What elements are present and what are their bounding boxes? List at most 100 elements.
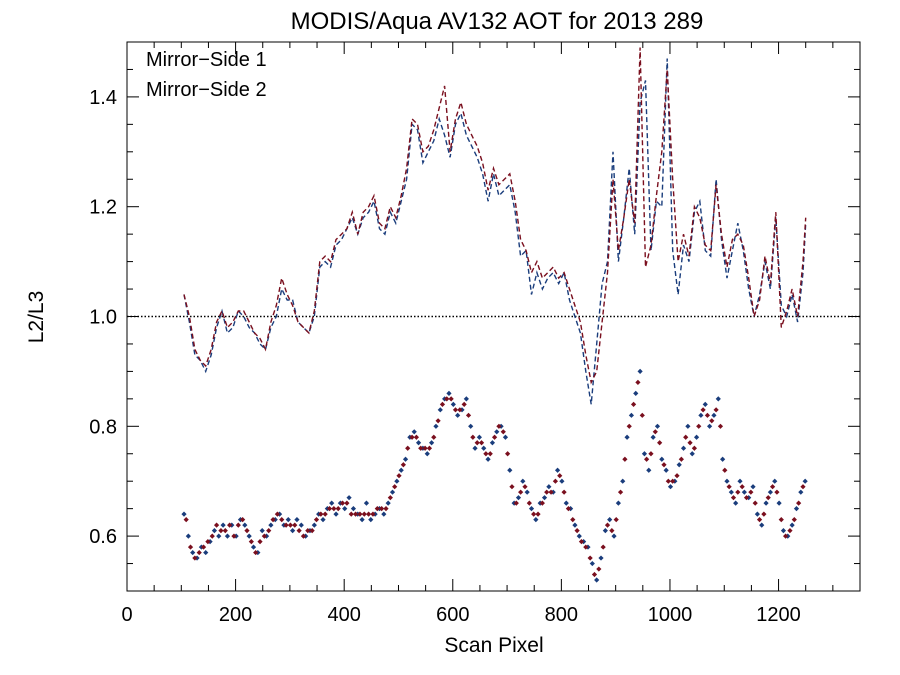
scatter-point-mirror-side-1: [624, 434, 630, 440]
scatter-point-mirror-side-1: [754, 511, 760, 517]
scatter-point-mirror-side-1: [659, 456, 665, 462]
scatter-point-mirror-side-1: [489, 440, 496, 446]
scatter-point-mirror-side-1: [424, 451, 430, 457]
scatter-point-mirror-side-2: [522, 484, 528, 490]
scatter-point-mirror-side-2: [352, 511, 359, 517]
scatter-point-mirror-side-2: [374, 506, 380, 512]
scatter-point-mirror-side-1: [185, 533, 191, 539]
scatter-point-mirror-side-2: [287, 522, 294, 528]
scatter-point-mirror-side-2: [253, 549, 259, 556]
scatter-point-mirror-side-2: [470, 434, 476, 440]
scatter-point-mirror-side-1: [798, 489, 804, 495]
scatter-point-mirror-side-1: [789, 522, 795, 528]
scatter-point-mirror-side-1: [715, 396, 721, 402]
scatter-point-mirror-side-2: [670, 478, 676, 484]
scatter-point-mirror-side-2: [609, 528, 615, 534]
scatter-point-mirror-side-2: [787, 528, 793, 534]
scatter-point-mirror-side-2: [661, 462, 667, 468]
scatter-point-mirror-side-1: [524, 489, 530, 495]
scatter-point-mirror-side-2: [248, 538, 254, 545]
scatter-point-mirror-side-1: [611, 533, 617, 539]
scatter-point-mirror-side-1: [385, 500, 391, 506]
scatter-point-mirror-side-2: [691, 445, 697, 451]
scatter-point-mirror-side-1: [481, 445, 487, 451]
scatter-point-mirror-side-2: [743, 495, 750, 501]
scatter-point-mirror-side-1: [702, 401, 708, 407]
scatter-point-mirror-side-2: [765, 495, 771, 501]
scatter-point-mirror-side-1: [446, 390, 452, 396]
scatter-point-mirror-side-1: [455, 412, 461, 418]
scatter-point-mirror-side-2: [674, 473, 680, 479]
scatter-point-mirror-side-2: [418, 445, 424, 451]
scatter-point-mirror-side-2: [435, 418, 441, 424]
scatter-point-mirror-side-1: [676, 462, 682, 468]
scatter-point-mirror-side-2: [227, 522, 233, 528]
scatter-point-mirror-side-2: [587, 555, 593, 561]
scatter-point-mirror-side-2: [496, 423, 502, 429]
scatter-point-mirror-side-2: [452, 407, 459, 413]
scatter-point-mirror-side-2: [730, 495, 737, 501]
scatter-point-mirror-side-2: [769, 484, 776, 490]
scatter-point-mirror-side-1: [667, 484, 674, 490]
scatter-point-mirror-side-2: [366, 511, 372, 517]
scatter-point-mirror-side-2: [331, 506, 337, 512]
scatter-point-mirror-side-2: [409, 434, 415, 440]
y-axis-label: L2/L3: [25, 291, 48, 344]
scatter-point-mirror-side-2: [213, 522, 220, 528]
scatter-point-mirror-side-2: [635, 379, 641, 385]
scatter-point-mirror-side-2: [678, 456, 684, 462]
legend-entry-mirror-side-1: Mirror−Side 1: [146, 49, 267, 71]
scatter-point-mirror-side-2: [617, 489, 624, 495]
scatter-point-mirror-side-1: [598, 555, 604, 561]
scatter-point-mirror-side-1: [450, 401, 456, 407]
scatter-point-mirror-side-1: [502, 434, 509, 440]
scatter-point-mirror-side-2: [600, 544, 606, 550]
scatter-point-mirror-side-1: [220, 522, 226, 528]
scatter-point-mirror-side-1: [633, 390, 639, 396]
scatter-point-mirror-side-2: [274, 511, 281, 517]
scatter-point-mirror-side-1: [472, 445, 478, 451]
scatter-point-mirror-side-2: [300, 533, 307, 539]
scatter-point-mirror-side-2: [683, 434, 689, 440]
scatter-point-mirror-side-1: [533, 517, 539, 523]
scatter-point-mirror-side-2: [531, 511, 537, 517]
scatter-point-mirror-side-1: [463, 396, 469, 402]
scatter-point-mirror-side-2: [583, 544, 589, 550]
scatter-point-mirror-side-2: [509, 484, 515, 490]
scatter-point-mirror-side-2: [318, 511, 324, 517]
scatter-point-mirror-side-1: [776, 500, 782, 506]
scatter-point-mirror-side-1: [224, 533, 231, 539]
scatter-point-mirror-side-1: [333, 511, 339, 517]
scatter-point-mirror-side-1: [389, 489, 396, 495]
x-tick-label: 600: [436, 604, 469, 626]
scatter-point-mirror-side-1: [572, 522, 578, 528]
scatter-point-mirror-side-2: [387, 495, 393, 501]
scatter-point-mirror-side-2: [652, 429, 658, 435]
scatter-point-mirror-side-1: [298, 522, 304, 528]
scatter-point-mirror-side-2: [557, 473, 563, 479]
scatter-point-mirror-side-2: [791, 517, 797, 523]
scatter-point-mirror-side-1: [398, 467, 404, 473]
scatter-point-mirror-side-2: [279, 517, 285, 523]
scatter-point-mirror-side-2: [778, 517, 784, 523]
scatter-point-mirror-side-2: [448, 396, 454, 402]
scatter-point-mirror-side-1: [750, 484, 756, 490]
scatter-point-mirror-side-1: [646, 467, 652, 473]
scatter-point-mirror-side-1: [637, 368, 643, 374]
scatter-point-mirror-side-2: [483, 451, 489, 457]
scatter-point-mirror-side-1: [711, 412, 717, 418]
scatter-point-mirror-side-1: [594, 577, 600, 583]
scatter-point-mirror-side-2: [548, 489, 554, 495]
scatter-point-mirror-side-1: [685, 423, 691, 429]
scatter-point-mirror-side-1: [429, 440, 435, 446]
scatter-point-mirror-side-2: [478, 440, 485, 446]
scatter-point-mirror-side-2: [461, 401, 467, 407]
scatter-point-mirror-side-2: [326, 506, 333, 512]
scatter-point-mirror-side-1: [342, 506, 348, 512]
scatter-point-mirror-side-2: [570, 517, 576, 523]
scatter-point-mirror-side-2: [313, 517, 320, 523]
scatter-point-mirror-side-2: [240, 517, 246, 523]
scatter-point-mirror-side-1: [720, 456, 726, 462]
scatter-point-mirror-side-1: [520, 478, 526, 484]
scatter-point-mirror-side-1: [268, 522, 274, 528]
